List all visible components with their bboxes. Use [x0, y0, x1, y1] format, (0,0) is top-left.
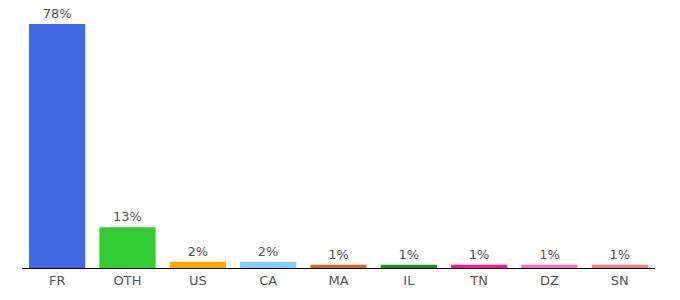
svg-text:1%: 1% [399, 247, 420, 262]
svg-text:SN: SN [611, 273, 629, 288]
svg-text:13%: 13% [113, 209, 142, 224]
svg-text:IL: IL [403, 273, 415, 288]
svg-text:FR: FR [49, 273, 66, 288]
svg-text:TN: TN [469, 273, 488, 288]
svg-text:1%: 1% [539, 247, 560, 262]
svg-text:2%: 2% [258, 244, 279, 259]
svg-text:US: US [189, 273, 207, 288]
svg-text:CA: CA [259, 273, 277, 288]
svg-text:2%: 2% [188, 244, 209, 259]
svg-text:1%: 1% [469, 247, 490, 262]
svg-text:1%: 1% [328, 247, 349, 262]
svg-text:MA: MA [328, 273, 348, 288]
svg-text:78%: 78% [43, 6, 72, 21]
svg-text:DZ: DZ [540, 273, 559, 288]
svg-text:1%: 1% [610, 247, 631, 262]
svg-text:OTH: OTH [114, 273, 142, 288]
